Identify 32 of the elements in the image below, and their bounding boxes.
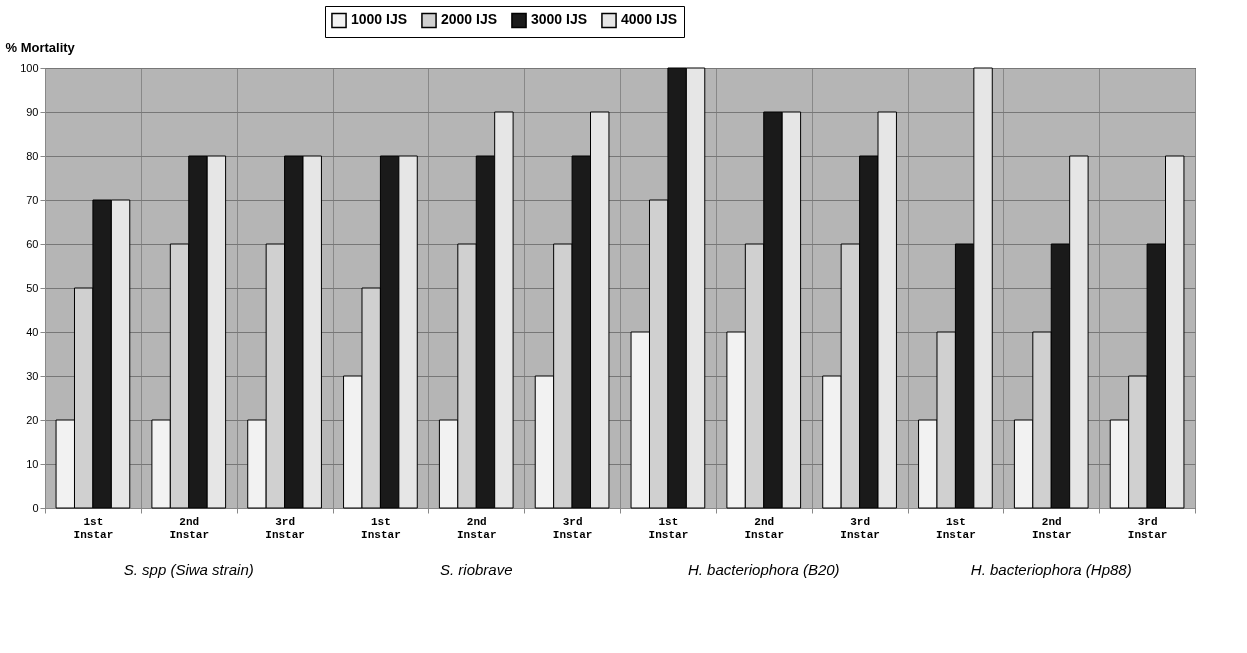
x-tick-label: 2nd Instar — [1031, 515, 1072, 541]
legend-label: 2000 IJS — [441, 11, 498, 28]
x-tick-label: 3rd Instar — [840, 515, 880, 541]
x-tick-label: 1st Instar — [361, 515, 401, 541]
y-tick-label: 60 — [26, 237, 39, 250]
x-tick-label: 2nd Instar — [169, 515, 210, 541]
text: H. bacteriophora (B20) — [687, 561, 840, 578]
x-tick-label: 3rd Instar — [1127, 515, 1168, 541]
y-tick-label: 20 — [26, 413, 39, 426]
x-tick-label: 1st Instar — [73, 515, 114, 541]
legend-label: 4000 IJS — [621, 11, 678, 28]
y-tick-label: 90 — [26, 105, 39, 118]
y-tick-label: 0 — [32, 501, 39, 514]
y-tick-label: 70 — [26, 193, 39, 206]
y-tick-label: 30 — [26, 369, 39, 382]
y-tick-label: 50 — [26, 281, 39, 294]
text: S. riobrave — [439, 561, 513, 578]
y-tick-label: 10 — [26, 457, 39, 470]
y-tick-label: 100 — [20, 61, 39, 74]
y-axis-title: % Mortality — [5, 39, 76, 55]
y-tick-label: 40 — [26, 325, 39, 338]
text: H. bacteriophora (Hp88) — [970, 561, 1132, 578]
text: S. spp (Siwa strain) — [123, 561, 254, 578]
x-tick-label: 3rd Instar — [552, 515, 593, 541]
y-tick-label: 80 — [26, 149, 39, 162]
x-tick-label: 3rd Instar — [265, 515, 305, 541]
x-tick-label: 1st Instar — [936, 515, 976, 541]
legend-label: 3000 IJS — [531, 11, 588, 28]
x-tick-label: 2nd Instar — [744, 515, 785, 541]
legend-label: 1000 IJS — [351, 11, 408, 28]
x-tick-label: 1st Instar — [648, 515, 689, 541]
x-tick-label: 2nd Instar — [456, 515, 497, 541]
